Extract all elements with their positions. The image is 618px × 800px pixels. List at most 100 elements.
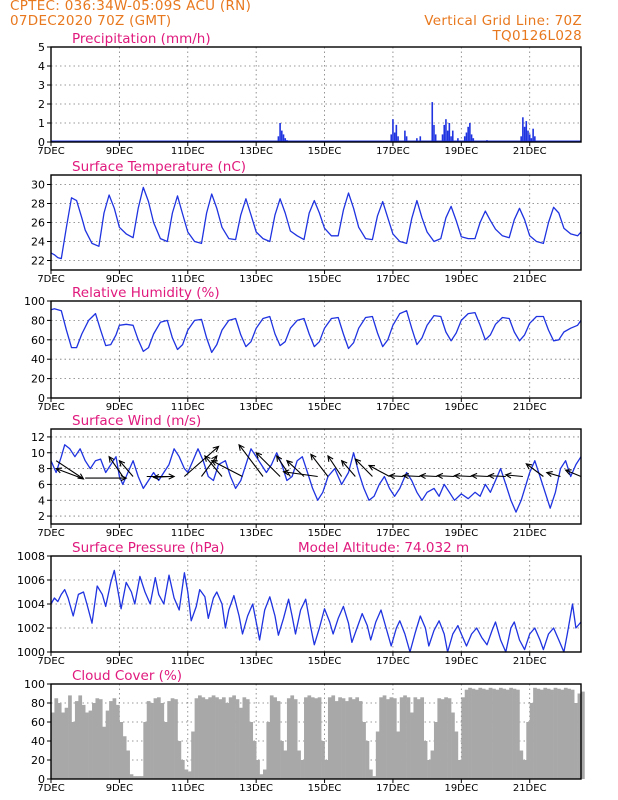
cloud-column [498,687,503,779]
y-tick-label: 24 [31,236,45,249]
cloud-column [259,774,264,779]
wind-vector-head [525,463,533,470]
cloud-column [447,698,452,779]
cloud-column [420,697,425,779]
precip-bar [532,128,534,142]
cloud-column [461,697,466,779]
wind-vector-head [340,459,348,467]
pressure-line [50,569,582,653]
x-tick-label: 7DEC [37,274,64,285]
wind-vector-shaft [183,446,219,477]
y-tick-label: 26 [31,217,45,230]
cloud-column [557,688,561,779]
cloud-column [533,687,537,779]
cloud-column [570,689,575,779]
cloud-column [505,689,510,779]
wind-vector-head [238,443,245,451]
cloud-column [529,703,534,779]
wind-vector [545,470,561,478]
wind-vector-shaft [276,455,291,477]
cloud-column [358,701,363,779]
panel-temperature: 22 24 26 28 30 7DEC 9DEC 11DEC 13DEC 15DEC 17DEC 19… [31,159,582,285]
precip-bar [434,134,437,142]
panel-frame [50,300,582,399]
cloud-column [516,689,520,779]
cloud-column [109,701,113,779]
y-tick-label: 40 [31,353,45,366]
wind-vector-shaft [153,475,171,478]
wind-vector-head [388,472,396,480]
y-tick-label: 4 [38,494,45,507]
wind-vector [201,454,218,477]
date-header: 07DEC2020 70Z (GMT) [10,13,172,29]
wind-vector [85,474,128,482]
cloud-column [437,698,442,779]
cloud-column [502,688,507,779]
wind-vector [453,472,472,480]
cloud-column [327,697,332,779]
y-tick-label: 1006 [17,574,45,587]
x-tick-label: 13DEC [239,402,273,413]
precip-bar [445,119,447,142]
wind-vector-head [212,445,220,453]
cloud-column [54,698,59,779]
precip-bar [390,134,393,142]
panel-precip: 0 1 2 3 4 5 7DEC 9DEC 11DEC 13DEC 15DEC 17DEC 19DEC 2… [37,31,582,157]
precip-bar [451,130,454,142]
x-tick-label: 7DEC [37,146,64,157]
wind-vector-shaft [55,460,84,480]
cloud-column [198,695,202,779]
cloud-column [68,695,72,779]
cloud-column [225,703,230,779]
y-tick-label: 5 [38,41,45,54]
precip-bar [392,119,394,142]
wind-vector-shaft [238,444,264,477]
wind-vector-head [545,470,553,477]
x-tick-label: 9DEC [106,528,133,539]
cloud-column [163,722,168,779]
x-tick-label: 21DEC [513,528,547,539]
cloud-column [201,697,206,779]
precip-bar [520,136,522,142]
wind-vector-head [152,473,160,481]
cloud-column [345,701,349,779]
y-tick-label: 0 [38,773,45,786]
x-tick-label: 9DEC [106,783,133,794]
cloud-column [143,722,148,779]
y-tick-label: 22 [31,255,45,268]
wind-line [50,444,582,513]
wind-vector-shaft [565,469,582,478]
cloud-column [177,741,182,779]
y-tick-label: 20 [31,754,45,767]
cloud-column [519,750,524,779]
cloud-column [321,741,325,779]
cloud-column [208,697,213,779]
cloud-column [273,697,277,779]
y-tick-label: 80 [31,697,45,710]
cloud-column [115,704,120,779]
x-tick-label: 11DEC [171,146,205,157]
x-tick-label: 15DEC [308,402,342,413]
panel-cloud: 0 20 40 60 80 100 7DEC 9DEC 11DEC 13DEC 15DEC 17DEC… [24,668,585,794]
panel-wind: 2 4 6 8 10 12 7DEC 9DEC 11DEC 13DEC 15DEC 17DEC 19DE… [31,413,582,539]
y-tick-label: 60 [31,716,45,729]
cloud-column [495,689,500,779]
precip-bar [523,126,526,142]
cloud-column [468,687,472,779]
y-tick-label: 80 [31,314,45,327]
cloud-column [85,712,89,779]
x-tick-label: 21DEC [513,402,547,413]
cloud-column [297,750,301,779]
wind-vector-shaft [525,463,544,477]
cloud-column [98,699,103,779]
cloud-column [150,703,154,779]
cloud-column [129,774,134,779]
cloud-column [581,691,585,779]
cloud-column [174,699,178,779]
cloud-column [567,688,572,779]
wind-vector-head [282,469,290,476]
cloud-column [286,698,291,779]
cloud-column [560,689,565,779]
cloud-column [242,697,247,779]
cloud-column [300,760,305,779]
